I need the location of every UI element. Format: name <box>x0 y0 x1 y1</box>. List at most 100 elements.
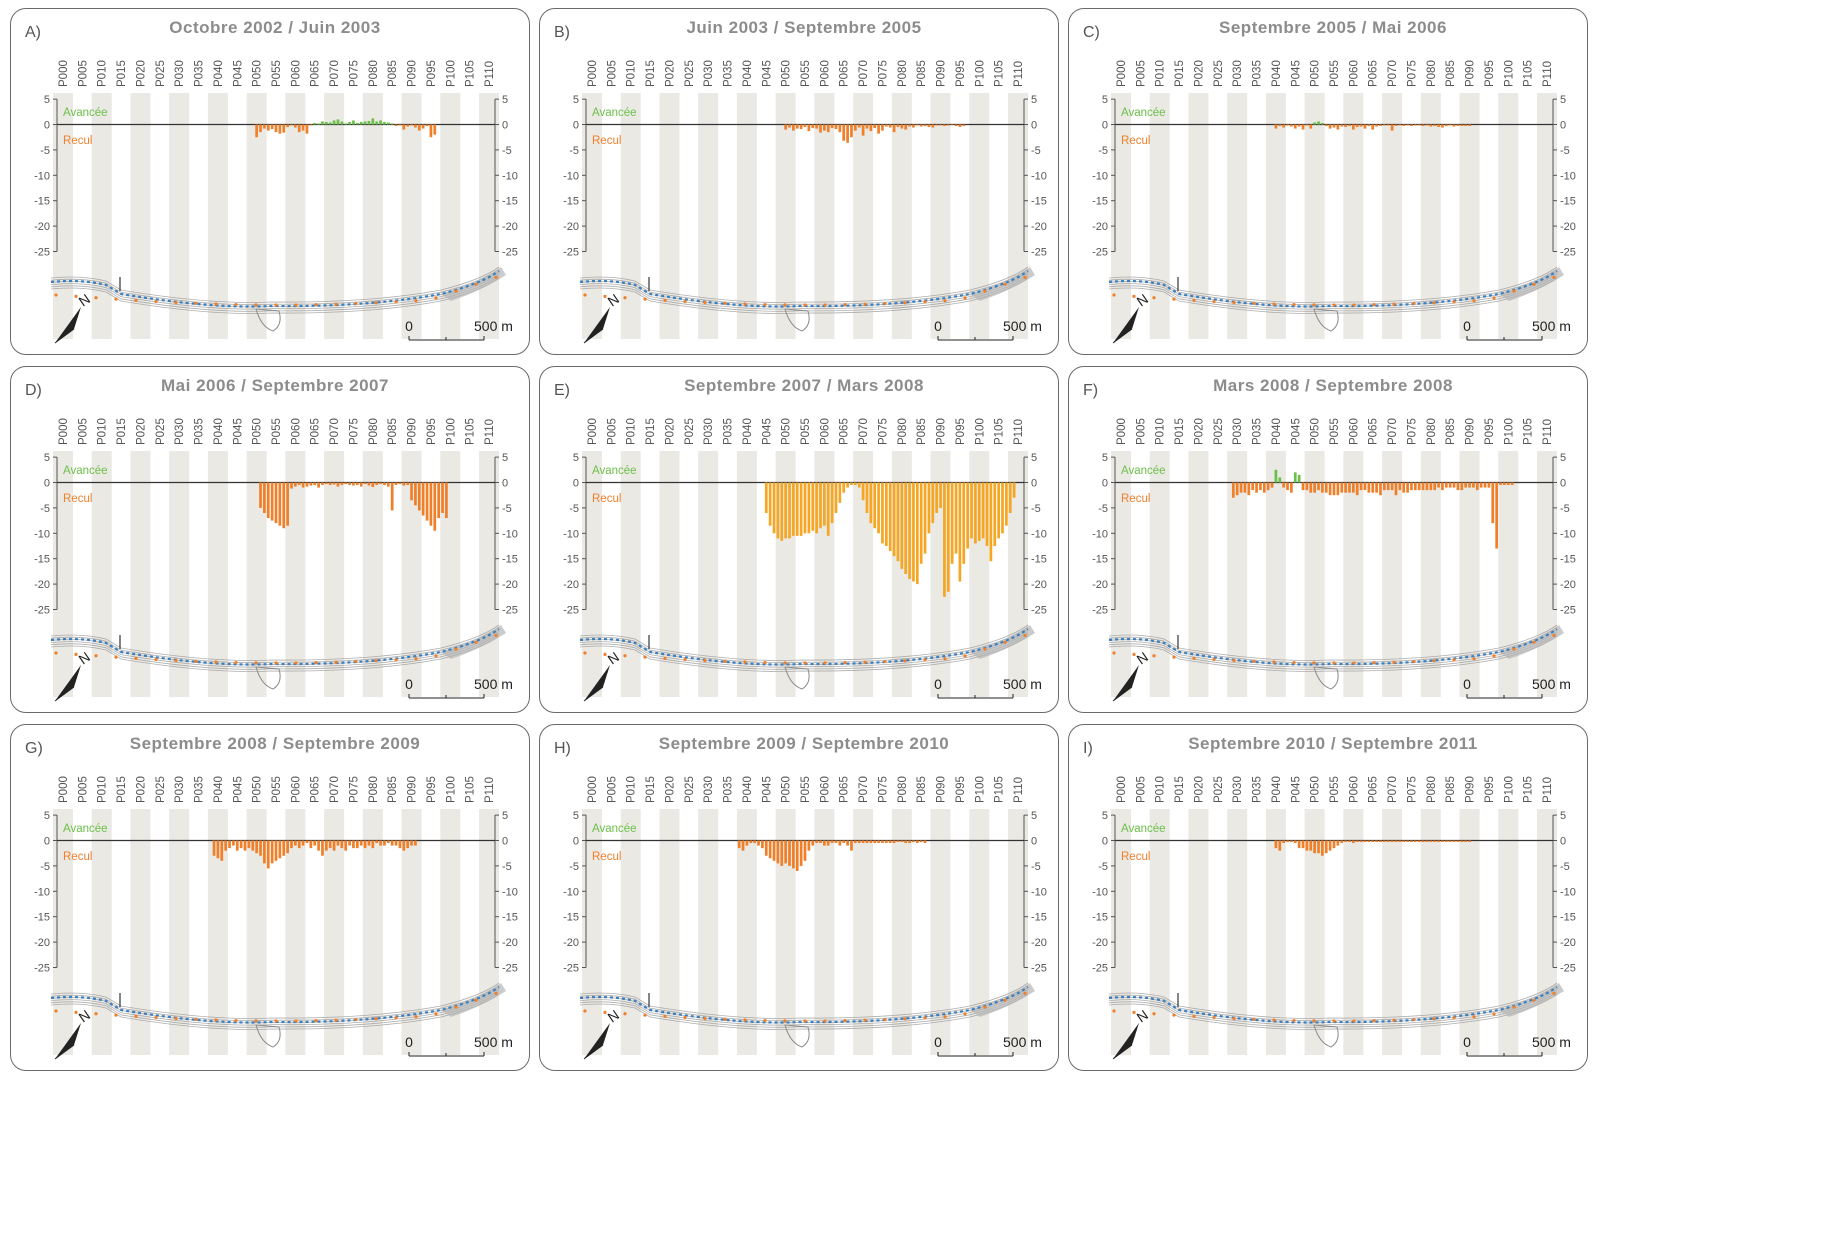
coastline-contour <box>579 626 1029 664</box>
profile-point <box>1552 275 1556 280</box>
profile-point <box>643 1013 647 1017</box>
bar <box>1012 482 1016 498</box>
chart-title: Septembre 2005 / Mai 2006 <box>1219 18 1447 37</box>
coastline-contour <box>50 277 500 314</box>
y-tick-label: -20 <box>34 579 50 591</box>
bar <box>966 482 970 549</box>
bar <box>846 840 849 846</box>
profile-label: P100 <box>445 418 457 445</box>
profile-point <box>114 655 118 659</box>
profile-bands <box>53 93 499 339</box>
profile-label: P065 <box>1368 418 1380 445</box>
profile-band <box>1498 809 1519 1055</box>
bar <box>321 482 324 486</box>
profile-label: P020 <box>135 418 147 445</box>
profile-label: P020 <box>135 60 147 87</box>
profile-point <box>1492 654 1496 658</box>
profile-point <box>623 654 627 658</box>
bar <box>414 124 417 128</box>
profile-label: P005 <box>1135 418 1147 445</box>
profile-point <box>254 303 258 307</box>
profile-label: P085 <box>1445 60 1457 87</box>
y-tick-label: -15 <box>1092 196 1108 208</box>
bar <box>1444 482 1448 488</box>
y-axes: 5 5 0 0 -5 -5 -10 -10 -15 -15 -20 -20 -25 -25 <box>1092 810 1576 974</box>
profile-point <box>723 301 727 305</box>
bar <box>1247 482 1251 496</box>
profile-point <box>1472 299 1476 303</box>
chart-svg: B) Juin 2003 / Septembre 2005 P000 P005 P010… <box>554 18 1047 344</box>
profile-band <box>285 93 306 339</box>
y-tick-label: -15 <box>1031 196 1047 208</box>
profile-band <box>1420 451 1441 697</box>
bar <box>912 124 915 128</box>
bar <box>1340 124 1344 127</box>
bar <box>1433 840 1437 843</box>
bar <box>1390 840 1394 843</box>
bar <box>772 840 776 861</box>
bar <box>900 840 904 843</box>
profile-label: P065 <box>839 418 851 445</box>
profile-point <box>254 1019 258 1023</box>
coastline-contour <box>50 993 500 1030</box>
profile-point <box>474 640 478 644</box>
bar <box>294 124 297 128</box>
coastline-contour <box>1108 271 1558 308</box>
profile-label: P020 <box>664 60 676 87</box>
profile-point <box>1212 657 1216 662</box>
profile-point <box>1152 1012 1156 1016</box>
y-tick-label: -10 <box>502 886 518 898</box>
profile-label: P075 <box>877 60 889 87</box>
bar <box>1429 124 1433 127</box>
bar <box>1278 477 1282 483</box>
bar <box>1398 124 1402 126</box>
profile-band <box>1382 809 1403 1055</box>
bar <box>908 124 911 127</box>
profile-point <box>274 303 278 307</box>
scale-zero-label: 0 <box>934 318 942 334</box>
bar <box>371 118 375 125</box>
bar <box>445 482 448 519</box>
bar <box>278 124 282 134</box>
y-tick-label: 5 <box>44 94 50 106</box>
profile-point <box>454 1005 458 1009</box>
retreat-label: Recul <box>592 851 621 863</box>
bar <box>850 482 853 486</box>
bar <box>908 482 911 580</box>
bar <box>421 482 425 516</box>
profile-point <box>1292 660 1296 665</box>
bar <box>842 482 846 493</box>
profile-point <box>643 297 647 301</box>
coast-profile-line <box>1108 270 1558 308</box>
bar <box>301 124 305 131</box>
bar <box>1278 840 1282 851</box>
profile-label: P090 <box>936 418 948 445</box>
profile-point <box>374 1017 378 1021</box>
bar <box>282 482 286 529</box>
bar <box>784 482 787 539</box>
profile-label: P040 <box>742 418 754 445</box>
bar <box>888 840 892 844</box>
bar <box>297 482 301 486</box>
profile-label: P015 <box>116 776 128 803</box>
profile-label: P095 <box>1484 418 1496 445</box>
north-label: N <box>605 1007 622 1026</box>
bar <box>803 840 807 861</box>
bar <box>974 482 977 544</box>
profile-band <box>969 93 990 339</box>
bar <box>270 482 274 521</box>
profile-label: P000 <box>587 60 599 87</box>
bar <box>1324 482 1328 493</box>
profile-point <box>1352 661 1356 665</box>
scale-end-label: 500 m <box>1003 676 1042 692</box>
y-tick-label: -25 <box>1031 605 1047 617</box>
profile-band <box>246 93 267 339</box>
bar <box>1305 482 1309 491</box>
bar <box>352 840 355 849</box>
y-tick-label: -15 <box>1560 554 1576 566</box>
advance-label: Avancée <box>592 465 637 477</box>
bar <box>1309 840 1313 851</box>
y-tick-label: 0 <box>573 836 579 848</box>
bar <box>1321 482 1324 493</box>
profile-label: P010 <box>1155 60 1167 87</box>
